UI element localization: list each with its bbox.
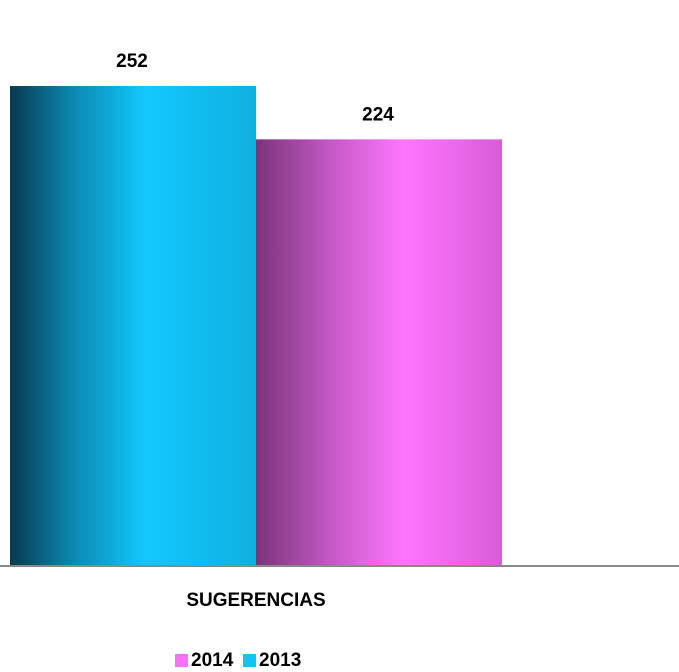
data-label: 224 <box>362 104 394 125</box>
data-label: 252 <box>116 51 148 72</box>
legend-label: 2013 <box>259 650 301 671</box>
bar <box>256 139 502 566</box>
legend-swatch <box>175 654 188 667</box>
legend-swatch <box>243 654 256 667</box>
x-tick-label: SUGERENCIAS <box>186 590 325 611</box>
legend-label: 2014 <box>191 650 234 671</box>
bar <box>10 86 256 567</box>
